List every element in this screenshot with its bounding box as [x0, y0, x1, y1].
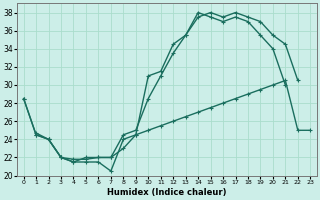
X-axis label: Humidex (Indice chaleur): Humidex (Indice chaleur) — [107, 188, 227, 197]
